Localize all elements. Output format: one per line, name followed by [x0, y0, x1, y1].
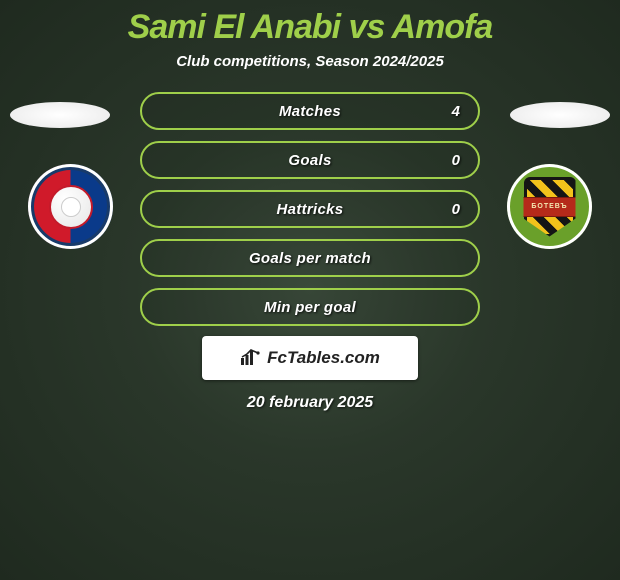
stats-column: Matches 4 Goals 0 Hattricks 0 Goals per … [140, 92, 480, 337]
subtitle: Club competitions, Season 2024/2025 [0, 53, 620, 70]
stat-row-goals: Goals 0 [140, 141, 480, 179]
logo-text: FcTables.com [267, 348, 380, 368]
stat-label: Hattricks [277, 201, 344, 218]
stat-row-matches: Matches 4 [140, 92, 480, 130]
club-badge-left [28, 164, 113, 249]
club-badge-right: БОТЕВЪ [507, 164, 592, 249]
stat-row-mpg: Min per goal [140, 288, 480, 326]
stat-row-gpm: Goals per match [140, 239, 480, 277]
stat-label: Goals per match [249, 250, 371, 267]
club-crest-right: БОТЕВЪ [507, 164, 592, 249]
fctables-logo[interactable]: FcTables.com [202, 336, 418, 380]
page-title: Sami El Anabi vs Amofa [0, 0, 620, 47]
stat-row-hattricks: Hattricks 0 [140, 190, 480, 228]
stat-value: 0 [452, 152, 460, 169]
stat-label: Min per goal [264, 299, 356, 316]
club-right-band: БОТЕВЪ [519, 198, 581, 216]
chart-icon [240, 348, 260, 369]
club-crest-left [28, 164, 113, 249]
stat-label: Matches [279, 103, 341, 120]
stat-value: 4 [452, 103, 460, 120]
comparison-stage: БОТЕВЪ Matches 4 Goals 0 Hattricks 0 Goa… [0, 92, 620, 332]
stat-value: 0 [452, 201, 460, 218]
date-text: 20 february 2025 [0, 394, 620, 412]
player-left-placeholder [10, 102, 110, 128]
stat-label: Goals [288, 152, 331, 169]
player-right-placeholder [510, 102, 610, 128]
